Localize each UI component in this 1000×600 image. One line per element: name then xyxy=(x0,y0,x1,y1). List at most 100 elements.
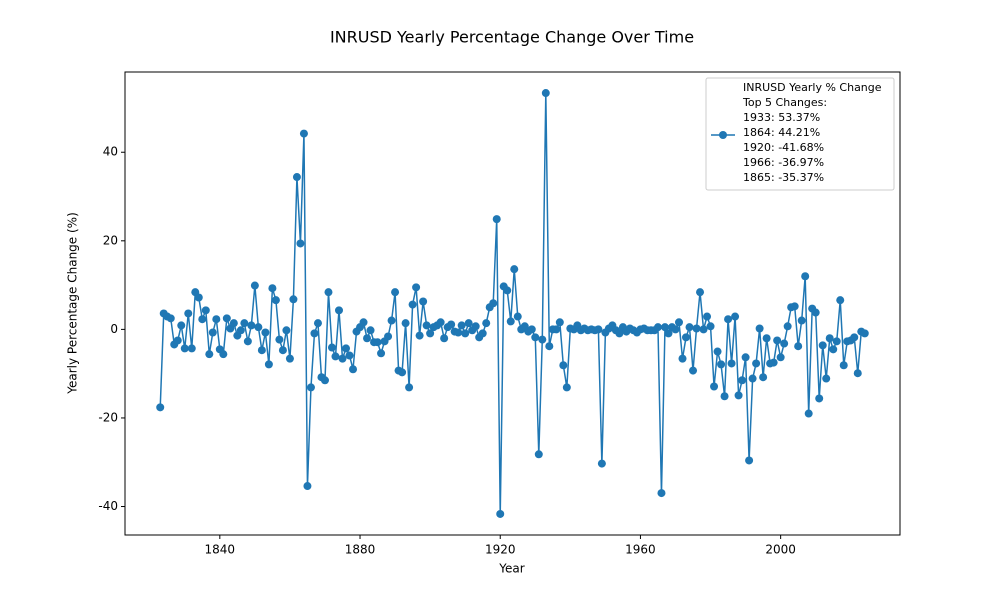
marker xyxy=(296,239,305,248)
marker xyxy=(692,324,701,333)
x-axis-label: Year xyxy=(498,562,524,576)
x-tick-label: 2000 xyxy=(765,543,796,557)
marker xyxy=(538,335,547,344)
marker xyxy=(250,281,259,290)
marker xyxy=(247,321,256,330)
marker xyxy=(212,315,221,324)
marker xyxy=(706,322,715,331)
marker xyxy=(412,283,421,292)
marker xyxy=(657,489,666,498)
marker xyxy=(822,374,831,383)
marker xyxy=(745,456,754,465)
marker xyxy=(801,272,810,281)
marker xyxy=(594,325,603,334)
marker xyxy=(292,173,301,182)
marker xyxy=(405,383,414,392)
marker xyxy=(660,323,669,332)
marker xyxy=(345,351,354,360)
marker xyxy=(734,391,743,400)
marker xyxy=(804,409,813,418)
marker xyxy=(832,337,841,346)
marker xyxy=(324,288,333,297)
marker xyxy=(447,320,456,329)
marker xyxy=(306,383,315,392)
marker xyxy=(713,347,722,356)
marker xyxy=(208,328,217,337)
marker xyxy=(275,335,284,344)
marker xyxy=(720,392,729,401)
marker xyxy=(282,326,291,335)
marker xyxy=(398,368,407,377)
marker xyxy=(731,312,740,321)
marker xyxy=(299,129,308,138)
marker xyxy=(240,319,249,328)
marker xyxy=(527,325,536,334)
marker xyxy=(205,350,214,359)
marker xyxy=(492,215,501,224)
marker xyxy=(776,353,785,362)
legend-label: INRUSD Yearly % Change Top 5 Changes: 19… xyxy=(743,81,882,184)
marker xyxy=(310,329,319,338)
marker xyxy=(653,323,662,332)
marker xyxy=(724,315,733,324)
marker xyxy=(236,326,245,335)
marker xyxy=(278,346,287,355)
marker xyxy=(366,326,375,335)
plot-frame xyxy=(124,71,901,536)
marker xyxy=(555,318,564,327)
marker xyxy=(741,353,750,362)
marker xyxy=(338,354,347,363)
marker xyxy=(313,319,322,328)
marker xyxy=(545,342,554,351)
marker xyxy=(156,403,165,412)
marker xyxy=(727,359,736,368)
marker xyxy=(342,344,351,353)
marker xyxy=(173,336,182,345)
marker xyxy=(331,352,340,361)
marker xyxy=(674,318,683,327)
marker xyxy=(797,316,806,325)
marker xyxy=(755,324,764,333)
marker xyxy=(243,337,252,346)
marker xyxy=(811,308,820,317)
marker xyxy=(177,321,186,330)
marker xyxy=(391,288,400,297)
legend-swatch-marker xyxy=(719,131,727,139)
x-tick-label: 1960 xyxy=(625,543,656,557)
marker xyxy=(780,339,789,348)
marker xyxy=(759,373,768,382)
y-tick-label: -20 xyxy=(98,410,118,424)
marker xyxy=(271,296,280,305)
marker xyxy=(349,365,358,374)
marker xyxy=(510,265,519,274)
marker xyxy=(696,288,705,297)
marker xyxy=(166,314,175,323)
marker xyxy=(850,333,859,342)
marker xyxy=(422,321,431,330)
marker xyxy=(384,332,393,341)
marker xyxy=(440,334,449,343)
marker xyxy=(752,359,761,368)
marker xyxy=(198,315,207,324)
marker xyxy=(671,325,680,334)
series xyxy=(156,89,869,518)
marker xyxy=(219,350,228,359)
x-tick-label: 1880 xyxy=(345,543,376,557)
marker xyxy=(794,342,803,351)
marker xyxy=(541,89,550,98)
marker xyxy=(408,300,417,309)
y-tick-label: 40 xyxy=(103,145,118,159)
marker xyxy=(457,321,466,330)
x-tick-label: 1920 xyxy=(485,543,516,557)
marker xyxy=(489,299,498,308)
chart-title: INRUSD Yearly Percentage Change Over Tim… xyxy=(330,28,694,47)
marker xyxy=(254,323,263,332)
marker xyxy=(415,331,424,340)
marker xyxy=(860,329,869,338)
marker xyxy=(825,334,834,343)
marker xyxy=(597,459,606,468)
marker xyxy=(552,325,561,334)
y-tick-label: 0 xyxy=(110,322,118,336)
marker xyxy=(471,322,480,331)
marker xyxy=(426,329,435,338)
